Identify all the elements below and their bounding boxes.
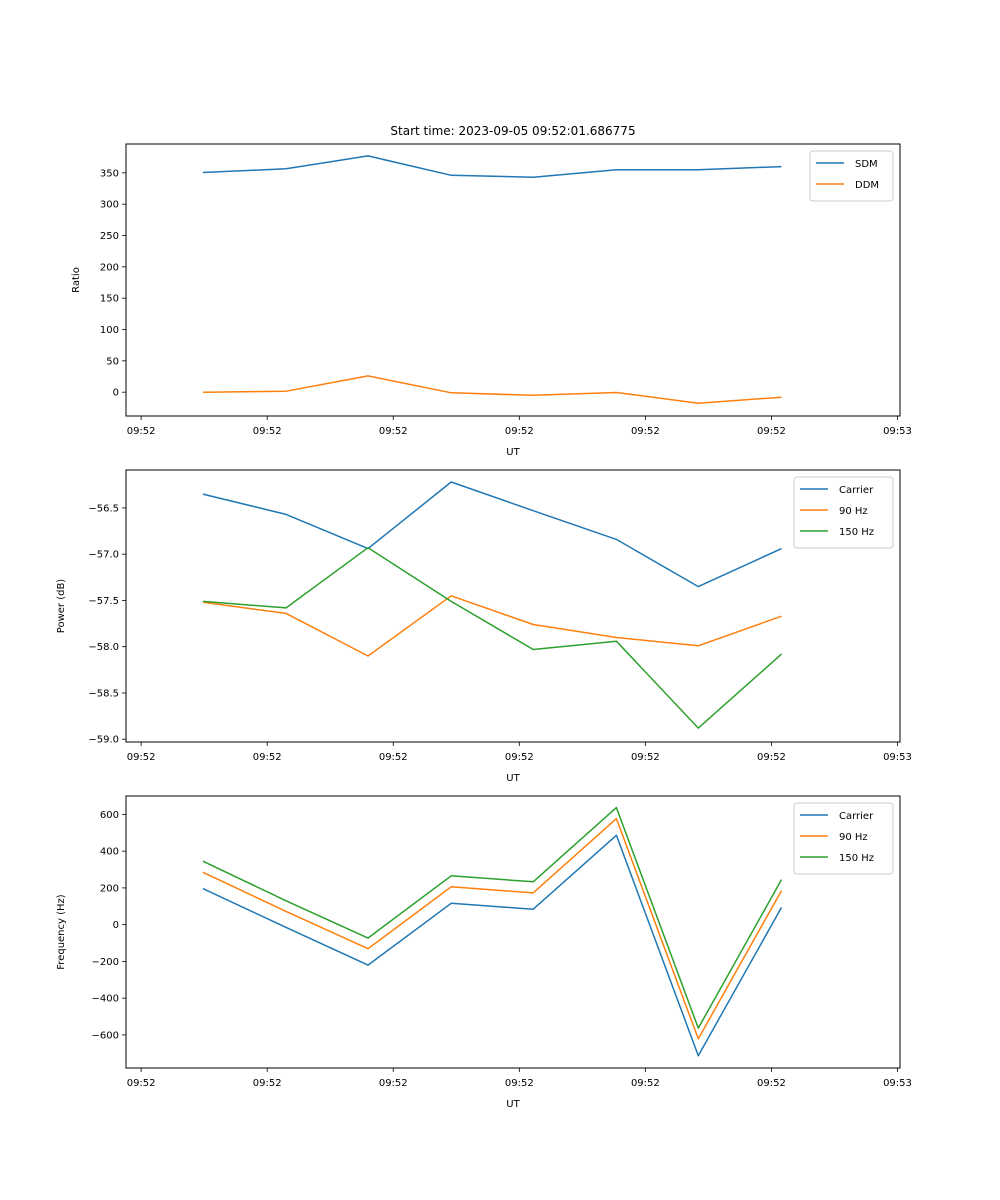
- y-tick-label: 100: [100, 325, 119, 336]
- axes-frame: [125, 143, 901, 417]
- series-line-150-hz: [202, 806, 783, 1029]
- legend-box: [809, 150, 894, 202]
- x-tick-label: 09:52: [127, 426, 156, 437]
- x-tick-label: 09:52: [379, 1078, 408, 1089]
- x-axis-label: UT: [506, 447, 520, 458]
- subplot-1: 09:52 09:52 09:52 09:52 09:52 09:52 09:53 0 50 10…: [71, 143, 912, 458]
- x-tick-label: 09:52: [631, 426, 660, 437]
- series-line-carrier: [202, 834, 783, 1057]
- x-tick-label: 09:52: [127, 752, 156, 763]
- legend-label: Carrier: [839, 811, 874, 822]
- subplot-2: 09:52 09:52 09:52 09:52 09:52 09:52 09:53 −56.5…: [56, 469, 912, 784]
- y-tick-label: −400: [92, 994, 119, 1005]
- legend-label: 90 Hz: [839, 506, 868, 517]
- series-line-150-hz: [202, 546, 782, 729]
- y-tick-label: 200: [100, 883, 119, 894]
- y-tick-label: 150: [100, 294, 119, 305]
- y-tick-label: 50: [106, 356, 119, 367]
- x-axis-label: UT: [506, 773, 520, 784]
- y-tick-label: −57.5: [88, 596, 119, 607]
- series-line-carrier: [202, 481, 782, 588]
- x-tick-label: 09:52: [505, 752, 534, 763]
- y-tick-label: −58.5: [88, 688, 119, 699]
- x-tick-label: 09:52: [757, 1078, 786, 1089]
- subplot-3: 09:52 09:52 09:52 09:52 09:52 09:52 09:53 600 40…: [56, 795, 912, 1110]
- y-tick-label: 600: [100, 810, 119, 821]
- y-tick-label: −57.0: [88, 550, 119, 561]
- y-tick-label: 0: [113, 920, 119, 931]
- x-tick-label: 09:53: [883, 1078, 912, 1089]
- y-tick-label: 400: [100, 847, 119, 858]
- y-tick-label: −600: [92, 1030, 119, 1041]
- y-tick-label: 350: [100, 168, 119, 179]
- y-tick-label: −59.0: [88, 735, 119, 746]
- y-tick-label: 200: [100, 262, 119, 273]
- x-tick-label: 09:52: [757, 752, 786, 763]
- y-axis-label: Power (dB): [56, 579, 67, 634]
- series-line-90-hz: [202, 817, 783, 1040]
- y-tick-label: 250: [100, 231, 119, 242]
- y-tick-label: −58.0: [88, 642, 119, 653]
- x-tick-label: 09:53: [883, 426, 912, 437]
- legend-label: SDM: [855, 159, 878, 170]
- x-tick-label: 09:53: [883, 752, 912, 763]
- series-line-ddm: [202, 375, 782, 404]
- y-tick-label: −56.5: [88, 503, 119, 514]
- x-tick-label: 09:52: [379, 426, 408, 437]
- x-tick-label: 09:52: [631, 752, 660, 763]
- y-axis-label: Frequency (Hz): [56, 894, 67, 970]
- x-tick-label: 09:52: [505, 1078, 534, 1089]
- legend-label: 150 Hz: [839, 527, 874, 538]
- legend: Carrier 90 Hz 150 Hz: [793, 476, 894, 549]
- x-tick-label: 09:52: [253, 752, 282, 763]
- series-line-sdm: [202, 155, 782, 178]
- axes-frame: [125, 469, 901, 743]
- y-tick-label: 300: [100, 200, 119, 211]
- figure-title: Start time: 2023-09-05 09:52:01.686775: [390, 124, 635, 138]
- x-tick-label: 09:52: [253, 426, 282, 437]
- legend-label: Carrier: [839, 485, 874, 496]
- x-tick-label: 09:52: [253, 1078, 282, 1089]
- x-tick-label: 09:52: [505, 426, 534, 437]
- x-tick-label: 09:52: [631, 1078, 660, 1089]
- y-tick-label: 0: [113, 388, 119, 399]
- x-tick-label: 09:52: [127, 1078, 156, 1089]
- y-axis-label: Ratio: [71, 267, 82, 293]
- legend: SDM DDM: [809, 150, 894, 202]
- x-tick-label: 09:52: [379, 752, 408, 763]
- series-line-90-hz: [202, 595, 782, 657]
- legend-label: DDM: [855, 180, 879, 191]
- legend-label: 150 Hz: [839, 853, 874, 864]
- x-tick-label: 09:52: [757, 426, 786, 437]
- axes-frame: [125, 795, 901, 1069]
- x-axis-label: UT: [506, 1099, 520, 1110]
- y-tick-label: −200: [92, 957, 119, 968]
- legend: Carrier 90 Hz 150 Hz: [793, 802, 894, 875]
- legend-label: 90 Hz: [839, 832, 868, 843]
